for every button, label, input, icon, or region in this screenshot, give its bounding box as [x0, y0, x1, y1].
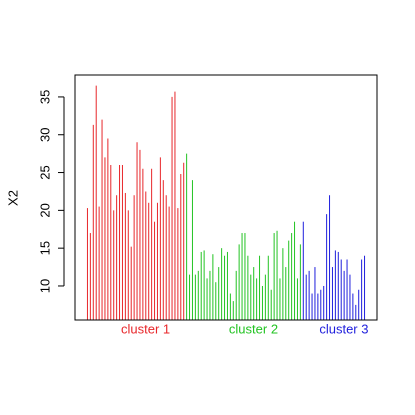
y-tick-label: 15 [37, 241, 52, 255]
y-tick-label: 30 [37, 128, 52, 142]
plot-frame [74, 74, 378, 321]
y-tick-label: 25 [37, 165, 52, 179]
y-tick-label: 20 [37, 203, 52, 217]
legend-label: cluster 2 [229, 321, 278, 336]
y-tick-label: 10 [37, 279, 52, 293]
y-tick-label: 35 [37, 90, 52, 104]
legend-label: cluster 3 [319, 321, 368, 336]
legend-label: cluster 1 [121, 321, 170, 336]
y-axis-label: X2 [5, 190, 20, 206]
